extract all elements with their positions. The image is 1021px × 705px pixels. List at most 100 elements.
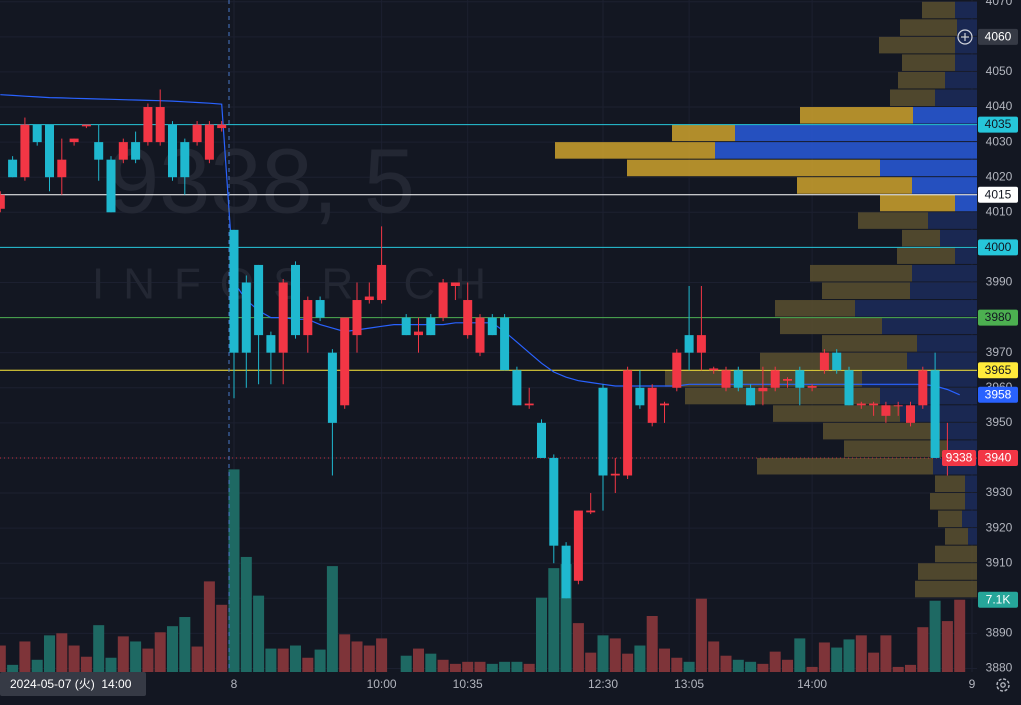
y-tick-label: 4050 bbox=[986, 64, 1013, 78]
profile-down bbox=[880, 159, 977, 177]
volume-bar bbox=[400, 655, 412, 672]
profile-up bbox=[858, 212, 928, 229]
candle-body bbox=[537, 422, 546, 458]
volume-bar bbox=[363, 645, 375, 672]
candle-body bbox=[832, 352, 842, 371]
profile-up bbox=[898, 71, 945, 89]
candle-body bbox=[57, 159, 67, 178]
profile-up bbox=[897, 247, 955, 264]
candle-body bbox=[623, 370, 633, 476]
y-tick-label: 3930 bbox=[986, 485, 1013, 499]
candle-body bbox=[303, 300, 313, 336]
candle-body bbox=[746, 387, 756, 406]
volume-bar bbox=[154, 632, 166, 672]
profile-down bbox=[957, 19, 977, 36]
volume-bar bbox=[31, 659, 43, 672]
y-tick-label: 4020 bbox=[986, 169, 1013, 183]
volume-bar bbox=[326, 566, 338, 672]
candle-body bbox=[131, 142, 141, 160]
marker-label: 4015 bbox=[985, 187, 1012, 201]
volume-bar bbox=[868, 652, 880, 672]
volume-bar bbox=[302, 657, 314, 672]
marker-label: 4035 bbox=[985, 117, 1012, 131]
volume-bar bbox=[437, 659, 449, 672]
profile-up bbox=[822, 282, 910, 300]
profile-down bbox=[955, 1, 977, 19]
plus-circle[interactable] bbox=[957, 29, 973, 45]
x-tick-label: 12:30 bbox=[588, 677, 618, 691]
volume-bar bbox=[314, 649, 326, 672]
profile-up bbox=[930, 493, 965, 510]
volume-bar bbox=[7, 664, 19, 672]
volume-bar bbox=[277, 648, 289, 672]
volume-bar bbox=[253, 595, 265, 672]
axis-labels: 3880389039003910392039303940395039603970… bbox=[231, 0, 1018, 691]
gear-outer[interactable] bbox=[996, 678, 1010, 692]
marker-label-box bbox=[978, 186, 1018, 203]
volume-bar bbox=[376, 638, 388, 672]
profile-down bbox=[940, 422, 977, 440]
volume-bar bbox=[265, 648, 277, 672]
volume-bar bbox=[695, 598, 707, 672]
candle-body bbox=[414, 331, 423, 336]
candle-body bbox=[278, 282, 288, 353]
profile-up bbox=[844, 440, 947, 457]
candle-body bbox=[844, 370, 854, 406]
add-alert-button[interactable] bbox=[957, 29, 973, 45]
candle-body bbox=[69, 138, 79, 143]
candle-body bbox=[586, 510, 596, 513]
candle-body bbox=[696, 335, 706, 353]
volume-bar bbox=[683, 661, 695, 672]
settings-button[interactable] bbox=[996, 678, 1010, 692]
candle-body bbox=[266, 335, 276, 353]
candle-body bbox=[549, 457, 559, 546]
volume-bar bbox=[474, 661, 486, 672]
candle-body bbox=[20, 124, 30, 178]
candle-body bbox=[106, 159, 116, 213]
volume-bar bbox=[425, 653, 437, 672]
volume-bar bbox=[671, 657, 683, 672]
profile-up bbox=[665, 370, 862, 387]
profile-down bbox=[855, 300, 977, 317]
profile-down bbox=[913, 107, 977, 124]
profile-down bbox=[955, 54, 977, 71]
candle-body bbox=[340, 317, 350, 406]
volume-bar bbox=[536, 597, 547, 672]
volume-bar bbox=[720, 655, 732, 672]
candle-body bbox=[524, 403, 534, 406]
marker-label: 3965 bbox=[985, 363, 1012, 377]
candle-body bbox=[168, 124, 177, 178]
volume-bar bbox=[228, 469, 240, 672]
candle-body bbox=[155, 107, 165, 143]
volume-bar bbox=[191, 646, 203, 672]
volume-bar bbox=[462, 661, 474, 672]
volume-bar bbox=[351, 641, 363, 672]
candle-body bbox=[204, 124, 214, 160]
volume-bar bbox=[19, 641, 31, 672]
profile-down bbox=[928, 212, 977, 229]
x-tick-label: 10:35 bbox=[453, 677, 483, 691]
y-tick-label: 3890 bbox=[986, 626, 1013, 640]
volume-bar bbox=[782, 659, 793, 672]
candle-body bbox=[352, 300, 362, 336]
price-tag-box bbox=[942, 449, 976, 466]
candle-body bbox=[291, 264, 300, 336]
candle-body bbox=[254, 264, 264, 336]
profile-down bbox=[968, 528, 977, 545]
candle-body bbox=[770, 370, 780, 388]
profile-up bbox=[800, 107, 913, 124]
volume-bar bbox=[167, 626, 178, 672]
profile-down bbox=[910, 282, 977, 300]
profile-up bbox=[890, 89, 935, 107]
profile-down bbox=[912, 177, 977, 194]
profile-up bbox=[922, 1, 955, 19]
volume-bar bbox=[597, 635, 609, 672]
candle-body bbox=[32, 124, 42, 143]
volume-bar bbox=[105, 657, 117, 672]
profile-down bbox=[965, 475, 977, 493]
time-axis bbox=[0, 672, 977, 705]
profile-up bbox=[900, 19, 957, 36]
marker-label-box bbox=[978, 449, 1018, 466]
candle-body bbox=[81, 124, 91, 127]
